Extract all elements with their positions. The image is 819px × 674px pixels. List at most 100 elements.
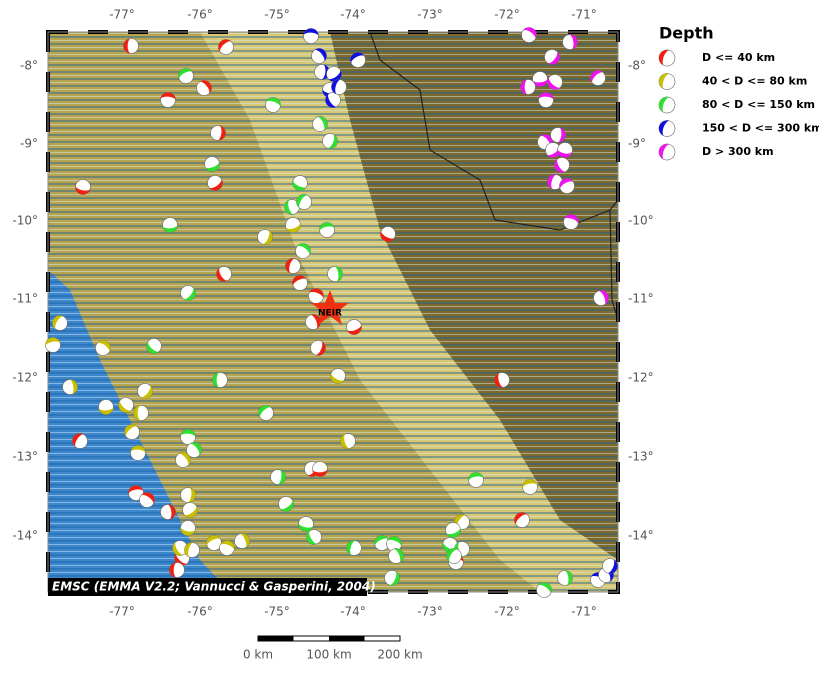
ball-wedge [319, 222, 335, 232]
ball-wedge [261, 230, 273, 245]
ball-wedge [169, 562, 178, 578]
ball-wedge [308, 288, 324, 299]
focal-mechanism [520, 79, 536, 95]
focal-mechanism [593, 290, 609, 306]
focal-mechanism [285, 217, 301, 233]
focal-mechanism [386, 536, 402, 552]
y-tick-label: -12° [12, 371, 38, 385]
ball-wedge [52, 315, 64, 330]
focal-mechanism [62, 379, 78, 395]
ball-wedge [265, 97, 281, 108]
focal-mechanism [186, 442, 202, 458]
x-tick-label: -75° [264, 605, 290, 619]
focal-mechanism [327, 266, 343, 282]
focal-mechanism [146, 338, 162, 354]
ball-wedge [388, 571, 400, 586]
ball-wedge [45, 337, 61, 347]
scale-bar [257, 635, 401, 642]
ball-wedge [124, 424, 138, 438]
ball-wedge [374, 535, 389, 547]
ball-wedge [199, 80, 212, 94]
focal-mechanism [298, 516, 314, 532]
ball-wedge [312, 468, 328, 477]
ball-wedge [445, 527, 461, 538]
ball-wedge [659, 73, 670, 90]
ball-wedge [607, 559, 618, 574]
focal-mechanism [160, 504, 176, 520]
focal-mechanism [216, 266, 232, 282]
focal-mechanism [562, 34, 578, 50]
x-tick-label: -77° [109, 605, 135, 619]
focal-mechanism [184, 542, 200, 558]
focal-mechanism [554, 157, 570, 173]
marker-label: NEIR [318, 309, 342, 319]
ball-wedge [72, 433, 84, 448]
focal-mechanism [180, 520, 196, 536]
ball-wedge [659, 50, 670, 66]
ball-wedge [316, 116, 328, 131]
ball-wedge [276, 469, 286, 485]
focal-mechanism [544, 49, 560, 65]
ball-wedge [540, 134, 553, 148]
ball-wedge [597, 290, 609, 305]
ball-wedge [340, 433, 350, 449]
ball-wedge [563, 214, 579, 225]
focal-mechanism [331, 79, 347, 95]
focal-mechanism [346, 540, 362, 556]
ball-wedge [310, 314, 321, 329]
ball-wedge [454, 514, 466, 529]
ball-wedge [446, 548, 458, 563]
focal-mechanism [319, 222, 335, 238]
focal-mechanism [312, 116, 328, 132]
focal-mechanism [445, 522, 461, 538]
focal-mechanism [292, 175, 308, 191]
ball-wedge [494, 372, 504, 388]
scale-label: 0 km [243, 648, 273, 662]
focal-mechanism [522, 479, 538, 495]
focal-mechanism [182, 502, 198, 518]
focal-mechanism [212, 372, 228, 388]
focal-mechanism [296, 194, 312, 210]
x-tick-label: -74° [340, 605, 366, 619]
ball-wedge [123, 38, 131, 54]
ball-wedge [520, 79, 529, 95]
focal-mechanism [284, 199, 300, 215]
focal-mechanism [292, 275, 308, 291]
focal-mechanism [325, 92, 341, 108]
focal-mechanism [547, 74, 563, 90]
ball-wedge [333, 266, 343, 282]
ball-wedge [184, 542, 195, 558]
ball-wedge [568, 34, 578, 50]
y-tick-label: -8° [20, 59, 38, 73]
focal-mechanism [160, 92, 176, 108]
focal-mechanism [219, 540, 235, 556]
ball-wedge [346, 540, 357, 556]
ball-wedge [172, 541, 184, 556]
ball-wedge [346, 324, 362, 335]
ball-wedge [522, 27, 537, 40]
x-tick-label: -75° [264, 8, 290, 22]
focal-mechanism [658, 120, 676, 137]
ball-wedge [303, 28, 319, 37]
ball-wedge [130, 445, 146, 454]
ball-wedge [75, 185, 91, 195]
focal-mechanism [95, 340, 111, 356]
focal-mechanism [374, 535, 390, 551]
focal-mechanism [162, 217, 178, 233]
focal-mechanism [180, 285, 196, 301]
focal-mechanism [124, 424, 140, 440]
focal-mechanism [133, 405, 149, 421]
ball-wedge [183, 287, 196, 301]
ball-wedge [327, 134, 338, 149]
ball-wedge [380, 230, 395, 242]
x-tick-label: -74° [340, 8, 366, 22]
focal-mechanism [285, 258, 301, 274]
focal-mechanism [521, 27, 537, 43]
ball-wedge [532, 78, 548, 87]
focal-mechanism [547, 174, 563, 190]
ball-wedge [98, 406, 114, 415]
ball-wedge [178, 68, 193, 80]
legend-label: 80 < D <= 150 km [702, 98, 815, 111]
y-tick-label: -11° [12, 292, 38, 306]
ball-wedge [133, 405, 141, 421]
